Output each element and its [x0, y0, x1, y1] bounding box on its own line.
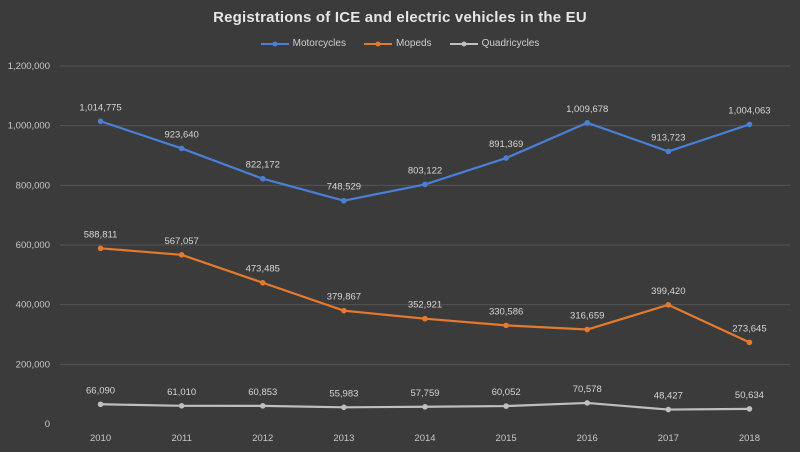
chart-legend: Motorcycles Mopeds Quadricycles — [0, 38, 800, 49]
data-label-mopeds: 273,645 — [732, 323, 766, 334]
legend-item-mopeds[interactable]: Mopeds — [363, 38, 432, 49]
data-label-motorcycles: 1,004,063 — [728, 105, 770, 116]
x-tick-label: 2016 — [577, 433, 598, 444]
data-point-quadricycles — [503, 403, 509, 409]
data-label-quadricycles: 60,052 — [492, 387, 521, 398]
legend-label-quadricycles: Quadricycles — [481, 38, 540, 49]
data-point-motorcycles — [503, 155, 509, 161]
legend-swatch-motorcycles — [260, 41, 289, 46]
data-label-quadricycles: 61,010 — [167, 387, 196, 398]
data-label-quadricycles: 57,759 — [410, 388, 439, 399]
data-label-mopeds: 352,921 — [408, 300, 442, 311]
data-point-quadricycles — [97, 401, 104, 408]
data-point-mopeds — [584, 326, 591, 333]
legend-swatch-quadricycles — [449, 41, 478, 46]
data-point-mopeds — [341, 307, 347, 314]
data-label-mopeds: 379,867 — [327, 292, 361, 303]
data-point-motorcycles — [259, 175, 266, 182]
x-tick-label: 2017 — [658, 433, 679, 444]
data-point-mopeds — [665, 302, 672, 308]
data-point-mopeds — [746, 339, 753, 346]
data-point-mopeds — [259, 279, 266, 286]
x-tick-label: 2014 — [414, 433, 435, 444]
data-point-motorcycles — [665, 148, 672, 155]
data-point-mopeds — [178, 252, 185, 258]
x-tick-label: 2018 — [739, 433, 760, 444]
x-tick-label: 2010 — [90, 433, 111, 444]
x-tick-label: 2011 — [171, 433, 191, 444]
data-point-quadricycles — [341, 404, 347, 411]
data-label-mopeds: 588,811 — [84, 229, 118, 240]
data-point-mopeds — [422, 315, 428, 322]
data-point-motorcycles — [746, 121, 753, 128]
data-label-quadricycles: 50,634 — [735, 390, 764, 401]
data-label-mopeds: 473,485 — [246, 264, 280, 275]
data-label-motorcycles: 822,172 — [246, 160, 280, 171]
data-point-quadricycles — [422, 403, 428, 410]
data-label-motorcycles: 748,529 — [327, 182, 361, 193]
y-tick-label: 400,000 — [16, 300, 50, 311]
data-label-motorcycles: 913,723 — [651, 132, 685, 143]
data-label-mopeds: 567,057 — [164, 236, 198, 247]
y-tick-label: 600,000 — [16, 240, 50, 251]
data-label-quadricycles: 66,090 — [86, 385, 115, 396]
y-tick-label: 1,000,000 — [8, 121, 50, 132]
y-tick-label: 0 — [45, 419, 50, 430]
data-point-quadricycles — [665, 406, 672, 413]
data-label-motorcycles: 891,369 — [489, 139, 523, 150]
data-point-quadricycles — [178, 402, 185, 409]
data-point-motorcycles — [341, 197, 347, 204]
x-tick-label: 2012 — [252, 433, 273, 444]
data-label-mopeds: 316,659 — [570, 311, 604, 322]
y-tick-label: 1,200,000 — [8, 61, 50, 72]
legend-item-motorcycles[interactable]: Motorcycles — [260, 38, 346, 49]
y-tick-label: 800,000 — [16, 180, 50, 191]
x-tick-label: 2013 — [333, 433, 354, 444]
data-point-quadricycles — [584, 400, 591, 406]
data-point-quadricycles — [746, 406, 753, 412]
data-label-quadricycles: 48,427 — [654, 391, 683, 402]
data-point-mopeds — [97, 245, 104, 252]
legend-item-quadricycles[interactable]: Quadricycles — [449, 38, 540, 49]
data-label-quadricycles: 70,578 — [573, 384, 602, 395]
data-point-mopeds — [503, 322, 509, 329]
data-point-motorcycles — [422, 181, 428, 188]
data-label-quadricycles: 60,853 — [248, 387, 277, 398]
data-label-quadricycles: 55,983 — [329, 388, 358, 399]
y-tick-label: 200,000 — [16, 359, 50, 370]
data-label-motorcycles: 1,009,678 — [566, 104, 608, 115]
data-point-motorcycles — [97, 118, 104, 125]
legend-swatch-mopeds — [363, 41, 392, 46]
data-point-quadricycles — [259, 403, 266, 409]
data-label-motorcycles: 1,014,775 — [79, 102, 121, 113]
data-label-mopeds: 399,420 — [651, 286, 685, 297]
data-point-motorcycles — [584, 119, 591, 126]
data-label-motorcycles: 803,122 — [408, 165, 442, 176]
data-label-motorcycles: 923,640 — [164, 129, 198, 140]
legend-label-mopeds: Mopeds — [395, 38, 432, 49]
legend-label-motorcycles: Motorcycles — [292, 38, 346, 49]
chart-title: Registrations of ICE and electric vehicl… — [213, 9, 587, 26]
data-point-motorcycles — [178, 145, 185, 152]
data-label-mopeds: 330,586 — [489, 306, 523, 317]
x-tick-label: 2015 — [496, 433, 517, 444]
